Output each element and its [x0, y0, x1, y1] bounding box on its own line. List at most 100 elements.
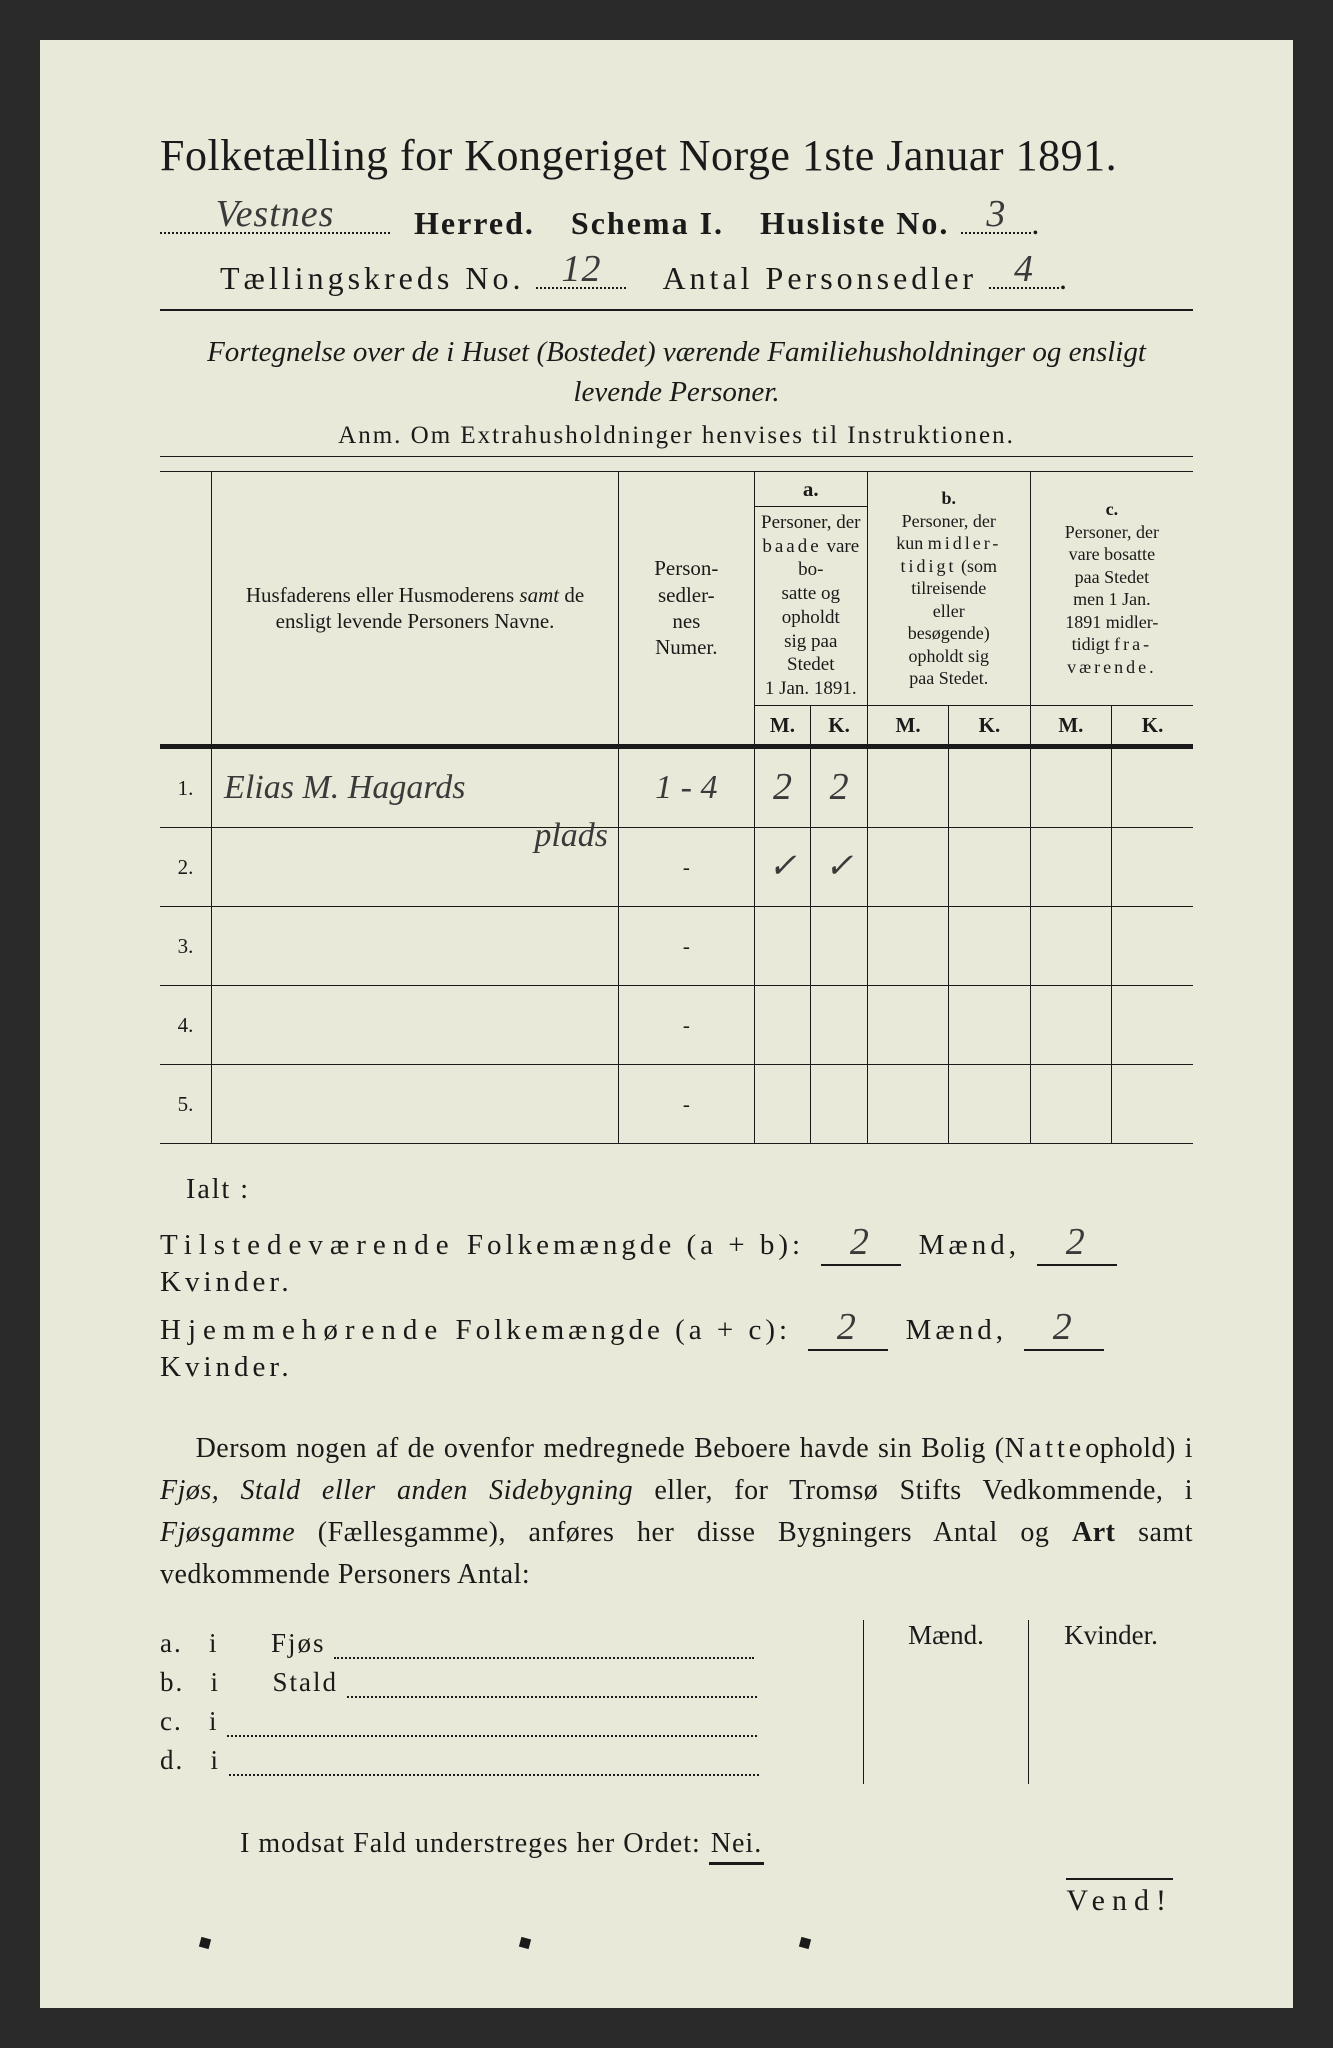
husliste-value: 3 — [961, 192, 1031, 236]
row-numer: - — [619, 828, 755, 907]
row-num: 2. — [160, 828, 212, 907]
row-name: Elias M. Hagards plads — [212, 749, 619, 828]
row-c-k — [1112, 749, 1193, 828]
household-table: Husfaderens eller Husmoderens samt de en… — [160, 471, 1193, 1145]
row-a: 2 2 — [754, 749, 867, 828]
row-num: 3. — [160, 907, 212, 986]
kreds-value: 12 — [536, 247, 626, 291]
census-form-page: Folketælling for Kongeriget Norge 1ste J… — [40, 40, 1293, 2008]
mk-k: K. — [1112, 705, 1193, 744]
schema-label: Schema I. — [571, 205, 724, 241]
modsat-text: I modsat Fald understreges her Ordet: — [240, 1828, 701, 1859]
byg-col-maend-header: Mænd. — [864, 1620, 1028, 1657]
col-blank — [160, 471, 212, 745]
row-a: ✓ ✓ — [754, 828, 867, 907]
total-resident-k: 2 — [1053, 1306, 1076, 1348]
col-names-header: Husfaderens eller Husmoderens samt de en… — [212, 471, 619, 745]
header-line-herred: Vestnes Herred. Schema I. Husliste No. 3… — [160, 199, 1193, 242]
sedler-label: Antal Personsedler — [662, 260, 977, 296]
anm-note: Anm. Om Extrahusholdninger henvises til … — [160, 422, 1193, 450]
row-a-m: ✓ — [768, 846, 797, 889]
byg-key: b. — [160, 1667, 184, 1697]
kreds-label: Tællingskreds No. — [220, 260, 524, 296]
building-row: c. i — [160, 1706, 863, 1737]
byg-key: c. — [160, 1706, 183, 1736]
total-resident-label-b: Folkemængde (a + c): — [456, 1314, 792, 1346]
byg-i: i — [211, 1667, 221, 1697]
row-numer: - — [619, 1065, 755, 1144]
row-name — [212, 828, 619, 907]
total-resident: Hjemmehørende Folkemængde (a + c): 2 Mæn… — [160, 1305, 1193, 1384]
maend-label: Mænd, — [906, 1314, 1007, 1346]
building-rows: a. i Fjøs b. i Stald c. i d. i — [160, 1620, 863, 1784]
mk-m: M. — [1030, 705, 1111, 744]
building-row: b. i Stald — [160, 1667, 863, 1698]
table-row: 1. Elias M. Hagards plads 1 - 4 2 2 — [160, 749, 1193, 828]
byg-col-kvinder: Kvinder. — [1028, 1620, 1193, 1784]
building-table: a. i Fjøs b. i Stald c. i d. i — [160, 1620, 1193, 1784]
mk-m: M. — [755, 706, 812, 744]
row-a-m: 2 — [773, 764, 792, 812]
total-present-label-a: Tilstedeværende — [160, 1229, 456, 1261]
col-b-header: b. Personer, derkun midler-tidigt (somti… — [867, 471, 1030, 705]
subtitle-line1: Fortegnelse over de i Huset (Bostedet) v… — [207, 336, 1146, 368]
building-cols: Mænd. Kvinder. — [863, 1620, 1193, 1784]
row-c-m — [1030, 749, 1111, 828]
page-title: Folketælling for Kongeriget Norge 1ste J… — [160, 130, 1193, 181]
total-present-k: 2 — [1066, 1221, 1089, 1263]
subtitle-line2: levende Personer. — [573, 376, 779, 408]
row-numer: - — [619, 986, 755, 1065]
col-b-abc: b. — [942, 488, 957, 508]
total-present: Tilstedeværende Folkemængde (a + b): 2 M… — [160, 1220, 1193, 1299]
table-row: 2. - ✓ ✓ — [160, 828, 1193, 907]
husliste-label: Husliste No. — [760, 205, 949, 241]
maend-label: Mænd, — [919, 1229, 1020, 1261]
divider — [160, 456, 1193, 457]
byg-i: i — [209, 1628, 219, 1658]
row-b-m — [867, 749, 948, 828]
building-paragraph: Dersom nogen af de ovenfor medregnede Be… — [160, 1428, 1193, 1596]
mk-k: K. — [811, 706, 867, 744]
nei-word: Nei. — [709, 1828, 764, 1865]
col-a-abc: a. — [754, 471, 867, 506]
col-c-header: c. Personer, dervare bosattepaa Stedetme… — [1030, 471, 1193, 705]
herred-label: Herred. — [414, 205, 535, 241]
sedler-value: 4 — [989, 247, 1059, 291]
kvinder-label: Kvinder. — [160, 1351, 293, 1383]
table-row: 3. - — [160, 907, 1193, 986]
page-mark-icon — [519, 1937, 531, 1949]
byg-i: i — [211, 1745, 221, 1775]
byg-label: Fjøs — [271, 1628, 326, 1658]
modsat-line: I modsat Fald understreges her Ordet: Ne… — [240, 1828, 1193, 1865]
building-row: d. i — [160, 1745, 863, 1776]
divider — [160, 309, 1193, 311]
table-row: 4. - — [160, 986, 1193, 1065]
building-row: a. i Fjøs — [160, 1628, 863, 1659]
col-c-abc: c. — [1106, 499, 1119, 519]
col-a-mk: M. K. — [754, 705, 867, 744]
table-row: 5. - — [160, 1065, 1193, 1144]
herred-value: Vestnes — [160, 192, 390, 236]
byg-key: d. — [160, 1745, 184, 1775]
col-numer-header: Person-sedler-nesNumer. — [619, 471, 755, 745]
subtitle: Fortegnelse over de i Huset (Bostedet) v… — [160, 333, 1193, 411]
row-numer: - — [619, 907, 755, 986]
mk-k: K. — [949, 705, 1030, 744]
byg-i: i — [209, 1706, 219, 1736]
mk-m: M. — [867, 705, 948, 744]
row-num: 1. — [160, 749, 212, 828]
header-line-kreds: Tællingskreds No. 12 Antal Personsedler … — [160, 254, 1193, 297]
row-num: 5. — [160, 1065, 212, 1144]
row-b-k — [949, 749, 1030, 828]
byg-col-kvinder-header: Kvinder. — [1029, 1620, 1193, 1657]
col-a-header: Personer, derbaade vare bo-satte og opho… — [754, 506, 867, 705]
row-a-k: 2 — [830, 764, 849, 812]
kvinder-label: Kvinder. — [160, 1266, 293, 1298]
row-name-text: Elias M. Hagards — [224, 769, 465, 806]
byg-col-maend: Mænd. — [863, 1620, 1028, 1784]
row-a-k: ✓ — [825, 846, 854, 889]
total-present-label-b: Folkemængde (a + b): — [467, 1229, 804, 1261]
ialt-label: Ialt : — [186, 1174, 1193, 1206]
byg-key: a. — [160, 1628, 183, 1658]
page-mark-icon — [799, 1937, 811, 1949]
